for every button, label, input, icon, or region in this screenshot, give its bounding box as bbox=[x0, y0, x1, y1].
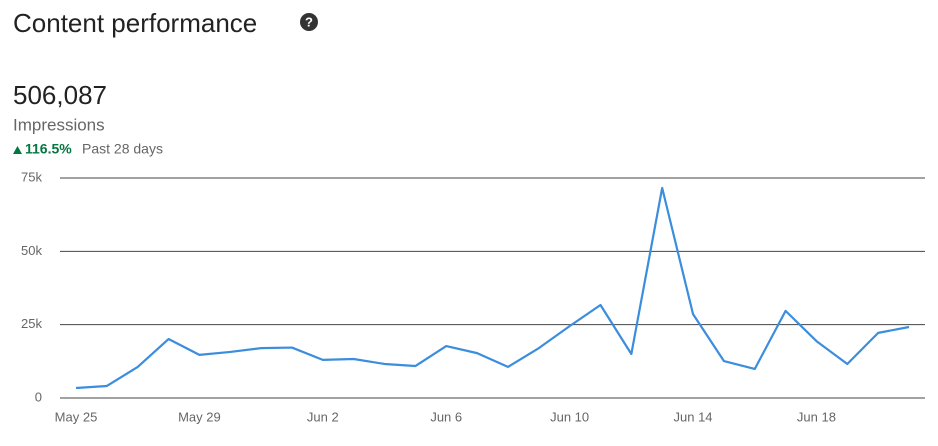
change-value: 116.5% bbox=[25, 141, 72, 157]
x-tick-label: May 25 bbox=[55, 409, 98, 424]
y-tick-label: 25k bbox=[21, 316, 42, 331]
metric-label: Impressions bbox=[13, 115, 105, 134]
up-arrow bbox=[13, 146, 22, 154]
x-tick-label: Jun 6 bbox=[430, 409, 462, 424]
line bbox=[75, 186, 910, 390]
y-tick-label: 75k bbox=[21, 169, 42, 184]
help-icon[interactable]: ? bbox=[300, 13, 318, 31]
x-tick-label: Jun 14 bbox=[674, 409, 713, 424]
x-tick-label: Jun 2 bbox=[307, 409, 339, 424]
chart-title: Content performance bbox=[13, 8, 257, 38]
x-tick-label: Jun 10 bbox=[550, 409, 589, 424]
y-tick-label: 50k bbox=[21, 243, 42, 258]
period-label: Past 28 days bbox=[82, 141, 163, 157]
svg-text:?: ? bbox=[305, 14, 313, 29]
x-tick-label: May 29 bbox=[178, 409, 221, 424]
total-value: 506,087 bbox=[13, 80, 107, 110]
y-tick-label: 0 bbox=[35, 389, 42, 404]
x-tick-label: Jun 18 bbox=[797, 409, 836, 424]
